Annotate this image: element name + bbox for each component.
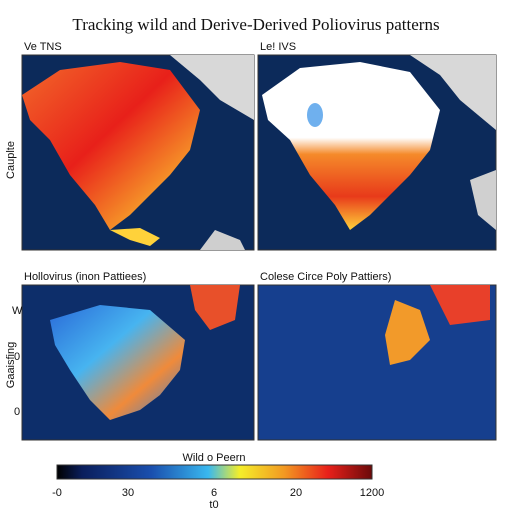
title: Tracking wild and Derive-Derived Poliovi… [72, 15, 439, 34]
axis-label: Gaaisfing [5, 342, 17, 388]
colorbar-tick: 20 [290, 487, 302, 499]
colorbar-tick: 6 [211, 487, 217, 499]
map-panel [21, 54, 255, 251]
panel-label: Colese Circe Poly Pattiers) [260, 271, 391, 283]
axis-tick: 0 [14, 406, 20, 418]
colorbar-tick: -0 [52, 487, 62, 499]
colorbar-tick: 30 [122, 487, 134, 499]
panel-label: Le! IVS [260, 41, 296, 53]
colorbar-sublabel: t0 [209, 499, 218, 511]
map-panel [257, 284, 497, 441]
axis-tick: 0 [14, 351, 20, 363]
colorbar-tick: 1200 [360, 487, 384, 499]
map-panel [257, 54, 497, 251]
panel-label: Ve TNS [24, 41, 62, 53]
colorbar-label: Wild o Peern [183, 452, 246, 464]
panel-label: Hollovirus (inon Pattiees) [24, 271, 146, 283]
map-panel [21, 284, 255, 441]
colorbar [56, 464, 373, 480]
axis-tick: W [12, 305, 23, 317]
axis-label: Cauplte [5, 141, 17, 179]
